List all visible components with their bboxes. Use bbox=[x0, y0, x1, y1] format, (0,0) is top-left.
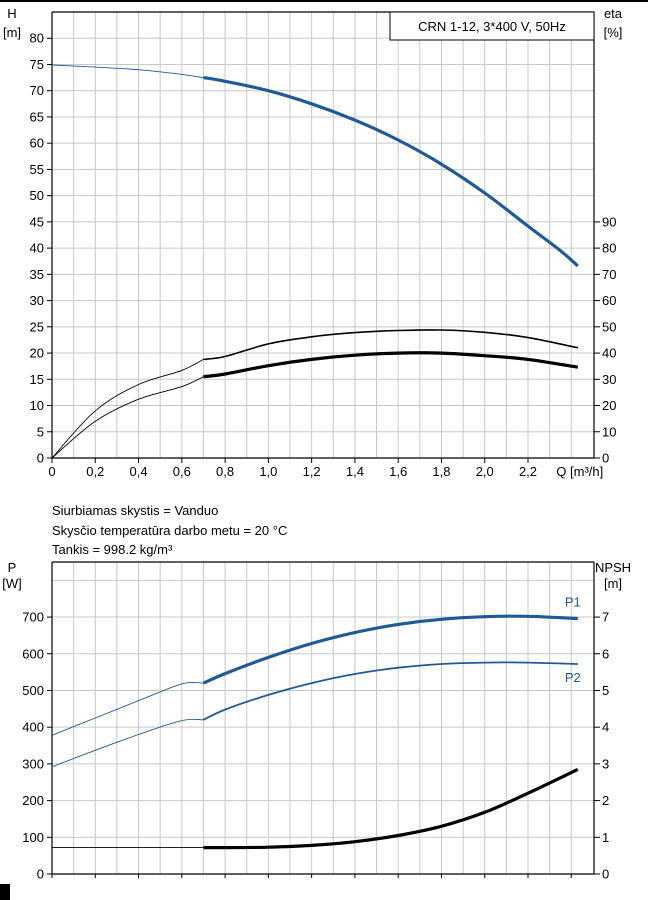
y-right-tick-label: 2 bbox=[602, 793, 609, 808]
series-0-2-line bbox=[203, 351, 579, 379]
y-right-tick-label: 0 bbox=[602, 867, 609, 882]
y-left-axis-unit: [W] bbox=[2, 576, 22, 591]
x-tick-label: 2,2 bbox=[519, 464, 537, 479]
series-0-0-extended bbox=[51, 64, 204, 79]
series-1-0-line bbox=[202, 614, 578, 685]
y-right-tick-label: 70 bbox=[602, 267, 616, 282]
y-left-tick-label: 50 bbox=[30, 188, 44, 203]
x-tick-label: 1,4 bbox=[346, 464, 364, 479]
fluid-info-line: Siurbiamas skystis = Vanduo bbox=[52, 503, 219, 518]
y-right-tick-label: 6 bbox=[602, 646, 609, 661]
y-left-axis-label: H bbox=[7, 6, 16, 21]
y-left-tick-label: 65 bbox=[30, 109, 44, 124]
y-right-tick-label: 30 bbox=[602, 372, 616, 387]
y-right-tick-label: 90 bbox=[602, 214, 616, 229]
y-right-axis-label: eta bbox=[604, 6, 623, 21]
y-left-tick-label: 200 bbox=[22, 793, 44, 808]
y-right-tick-label: 0 bbox=[602, 451, 609, 466]
y-left-tick-label: 100 bbox=[22, 830, 44, 845]
y-left-tick-label: 45 bbox=[30, 214, 44, 229]
y-left-tick-label: 0 bbox=[37, 867, 44, 882]
series-label-p2: P2 bbox=[565, 670, 581, 685]
x-tick-label: 0,2 bbox=[86, 464, 104, 479]
x-tick-label: 1,0 bbox=[259, 464, 277, 479]
y-left-tick-label: 500 bbox=[22, 683, 44, 698]
series-0-2-extended bbox=[51, 376, 204, 459]
y-right-axis-unit: [m] bbox=[604, 576, 622, 591]
y-left-tick-label: 35 bbox=[30, 267, 44, 282]
y-left-tick-label: 600 bbox=[22, 646, 44, 661]
y-left-tick-label: 80 bbox=[30, 31, 44, 46]
x-axis-label: Q [m³/h] bbox=[556, 464, 603, 479]
y-right-tick-label: 50 bbox=[602, 319, 616, 334]
x-tick-label: 0,4 bbox=[130, 464, 148, 479]
y-left-tick-label: 70 bbox=[30, 83, 44, 98]
series-1-0-extended bbox=[51, 681, 204, 736]
y-left-tick-label: 0 bbox=[37, 451, 44, 466]
y-left-tick-label: 40 bbox=[30, 241, 44, 256]
y-right-tick-label: 3 bbox=[602, 756, 609, 771]
y-left-axis-unit: [m] bbox=[3, 25, 21, 40]
corner-mark bbox=[0, 884, 10, 900]
y-right-tick-label: 5 bbox=[602, 683, 609, 698]
y-left-tick-label: 30 bbox=[30, 293, 44, 308]
y-left-tick-label: 300 bbox=[22, 756, 44, 771]
y-right-tick-label: 10 bbox=[602, 424, 616, 439]
fluid-density-line: Tankis = 998.2 kg/m³ bbox=[52, 542, 173, 557]
x-tick-label: 0,8 bbox=[216, 464, 234, 479]
y-left-tick-label: 400 bbox=[22, 720, 44, 735]
y-right-tick-label: 7 bbox=[602, 610, 609, 625]
y-right-tick-label: 60 bbox=[602, 293, 616, 308]
y-left-tick-label: 55 bbox=[30, 162, 44, 177]
y-right-axis-unit: [%] bbox=[604, 25, 623, 40]
series-1-2-line bbox=[203, 767, 579, 850]
legend-box bbox=[389, 11, 595, 41]
y-right-tick-label: 20 bbox=[602, 398, 616, 413]
fluid-temperature-line: Skysčio temperatūra darbo metu = 20 °C bbox=[52, 523, 288, 538]
x-tick-label: 1,8 bbox=[432, 464, 450, 479]
y-right-tick-label: 40 bbox=[602, 346, 616, 361]
x-tick-label: 0,6 bbox=[173, 464, 191, 479]
series-0-1-extended bbox=[51, 358, 204, 459]
series-1-1-extended bbox=[51, 718, 204, 768]
y-right-tick-label: 4 bbox=[602, 720, 609, 735]
x-tick-label: 0 bbox=[48, 464, 55, 479]
x-tick-label: 2,0 bbox=[476, 464, 494, 479]
series-0-1-line bbox=[203, 329, 578, 361]
y-left-tick-label: 25 bbox=[30, 319, 44, 334]
x-tick-label: 1,2 bbox=[303, 464, 321, 479]
x-tick-label: 1,6 bbox=[389, 464, 407, 479]
y-left-tick-label: 5 bbox=[37, 424, 44, 439]
y-left-tick-label: 75 bbox=[30, 57, 44, 72]
y-right-axis-label: NPSH bbox=[595, 560, 631, 575]
y-right-tick-label: 80 bbox=[602, 241, 616, 256]
y-left-tick-label: 60 bbox=[30, 136, 44, 151]
series-0-0-line bbox=[203, 76, 579, 268]
legend-box-text: CRN 1-12, 3*400 V, 50Hz bbox=[418, 19, 566, 34]
y-left-tick-label: 700 bbox=[22, 610, 44, 625]
series-1-1-line bbox=[203, 661, 578, 721]
y-left-tick-label: 20 bbox=[30, 346, 44, 361]
series-label-p1: P1 bbox=[565, 595, 581, 610]
y-left-tick-label: 10 bbox=[30, 398, 44, 413]
top-rule bbox=[0, 0, 648, 2]
y-left-tick-label: 15 bbox=[30, 372, 44, 387]
y-left-axis-label: P bbox=[8, 560, 17, 575]
y-right-tick-label: 1 bbox=[602, 830, 609, 845]
